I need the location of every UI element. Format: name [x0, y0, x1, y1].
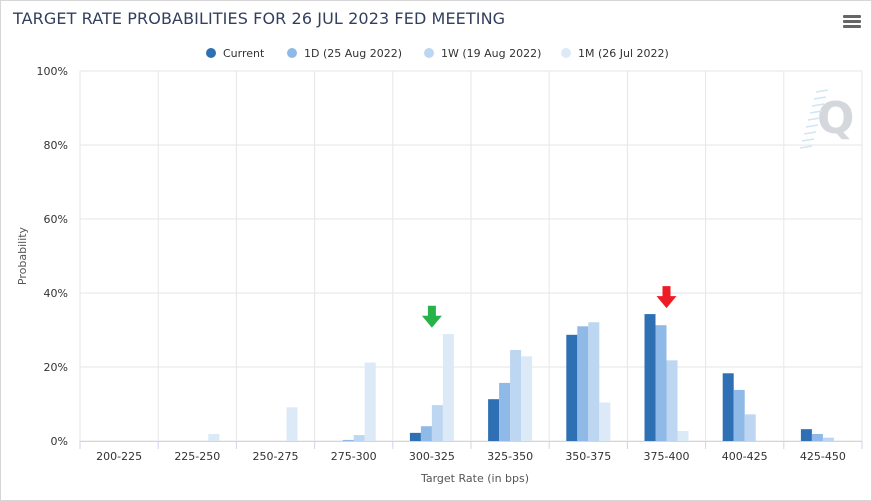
x-tick-label: 250-275 [253, 450, 299, 463]
y-tick-label: 0% [51, 435, 68, 448]
x-tick-label: 300-325 [409, 450, 455, 463]
bar-1d-300-325[interactable] [420, 426, 432, 441]
x-tick-label: 350-375 [565, 450, 611, 463]
legend-item-current[interactable]: Current [206, 47, 265, 60]
bar-1m-375-400[interactable] [677, 431, 689, 441]
bar-1w-350-375[interactable] [588, 322, 600, 441]
y-tick-label: 20% [44, 361, 68, 374]
svg-text:Current: Current [223, 47, 265, 60]
bar-current-350-375[interactable] [566, 334, 578, 441]
bar-current-325-350[interactable] [488, 399, 500, 441]
y-tick-label: 100% [37, 65, 68, 78]
y-tick-label: 60% [44, 213, 68, 226]
bar-1w-275-300[interactable] [353, 435, 365, 441]
arrow-down-icon [421, 305, 442, 328]
bar-1d-375-400[interactable] [655, 325, 667, 441]
bar-1m-275-300[interactable] [364, 362, 376, 441]
bar-1d-350-375[interactable] [577, 326, 589, 441]
bar-current-425-450[interactable] [800, 429, 812, 441]
bar-current-375-400[interactable] [644, 314, 656, 441]
y-axis: 0% 20% 40% 60% 80% 100% [37, 65, 68, 448]
bar-1d-275-300[interactable] [342, 439, 354, 441]
bar-1m-300-325[interactable] [442, 334, 454, 441]
y-axis-label: Probability [16, 226, 29, 285]
x-tick-label: 425-450 [800, 450, 846, 463]
bar-1w-400-425[interactable] [744, 414, 756, 441]
svg-text:1M (26 Jul 2022): 1M (26 Jul 2022) [578, 47, 669, 60]
y-tick-label: 40% [44, 287, 68, 300]
bar-1m-350-375[interactable] [599, 402, 611, 441]
bar-1m-325-350[interactable] [521, 356, 533, 441]
x-axis-label: Target Rate (in bps) [420, 472, 529, 485]
bar-current-400-425[interactable] [722, 373, 734, 441]
legend[interactable]: Current 1D (25 Aug 2022) 1W (19 Aug 2022) 1… [206, 47, 669, 60]
x-tick-label: 325-350 [487, 450, 533, 463]
svg-text:1W (19 Aug 2022): 1W (19 Aug 2022) [441, 47, 541, 60]
x-tick-label: 275-300 [331, 450, 377, 463]
bar-current-300-325[interactable] [409, 432, 421, 441]
bars [208, 314, 834, 441]
bar-1d-425-450[interactable] [811, 433, 823, 441]
bar-1w-425-450[interactable] [822, 437, 834, 441]
chart-title: TARGET RATE PROBABILITIES FOR 26 JUL 202… [13, 9, 506, 28]
x-axis: 200-225 225-250 250-275 275-300 300-325 325-3… [79, 441, 863, 463]
arrow-down-icon [656, 286, 677, 309]
grid-lines [79, 70, 863, 442]
bar-1d-325-350[interactable] [499, 382, 511, 441]
bar-1w-300-325[interactable] [431, 405, 443, 441]
bar-1m-225-250[interactable] [208, 433, 220, 441]
bar-1w-375-400[interactable] [666, 360, 678, 441]
x-tick-label: 200-225 [96, 450, 142, 463]
legend-item-1m[interactable]: 1M (26 Jul 2022) [561, 47, 669, 60]
bar-1d-400-425[interactable] [733, 389, 745, 441]
x-tick-label: 375-400 [644, 450, 690, 463]
hamburger-menu-icon[interactable] [843, 15, 861, 31]
svg-text:Q: Q [817, 93, 854, 144]
x-tick-label: 400-425 [722, 450, 768, 463]
bar-1m-250-275[interactable] [286, 407, 298, 441]
annotations [421, 286, 677, 328]
bar-1w-325-350[interactable] [510, 349, 522, 441]
q-logo-icon: Q [799, 89, 854, 149]
y-tick-label: 80% [44, 139, 68, 152]
x-tick-label: 225-250 [174, 450, 220, 463]
legend-item-1d[interactable]: 1D (25 Aug 2022) [287, 47, 402, 60]
legend-item-1w[interactable]: 1W (19 Aug 2022) [424, 47, 541, 60]
svg-text:1D (25 Aug 2022): 1D (25 Aug 2022) [304, 47, 402, 60]
